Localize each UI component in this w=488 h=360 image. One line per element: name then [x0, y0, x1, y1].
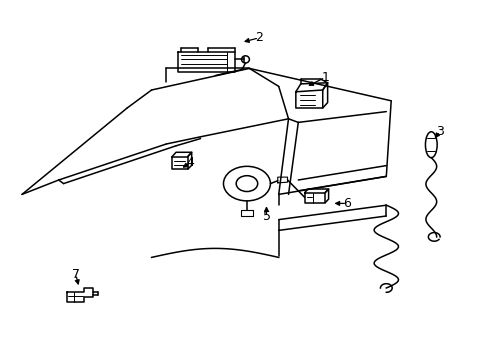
Ellipse shape [425, 132, 436, 158]
Circle shape [236, 176, 257, 192]
Text: 5: 5 [262, 210, 270, 223]
Text: 2: 2 [255, 31, 263, 44]
Circle shape [223, 166, 270, 201]
Text: 3: 3 [435, 125, 443, 138]
Text: 1: 1 [321, 71, 328, 84]
Ellipse shape [241, 56, 249, 63]
Text: 7: 7 [72, 268, 80, 281]
Text: 6: 6 [343, 197, 350, 210]
Text: 4: 4 [186, 156, 194, 169]
